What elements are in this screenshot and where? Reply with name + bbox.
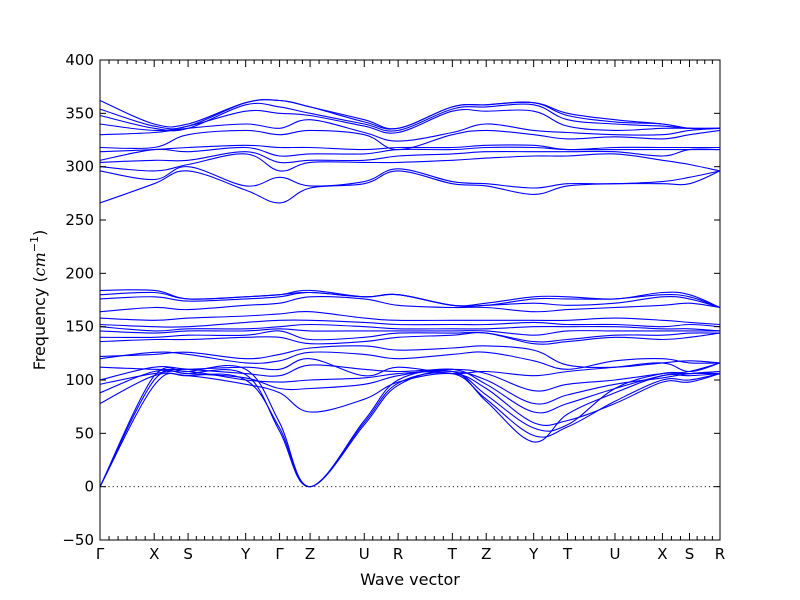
y-axis-label: Frequency (cm−1)	[28, 230, 49, 371]
phonon-band-line	[99, 345, 721, 369]
x-tick-label: R	[393, 545, 403, 563]
phonon-band-line	[99, 148, 721, 164]
x-tick-label: R	[715, 545, 725, 563]
y-tick-label: −50	[62, 531, 94, 549]
y-tick-label: 150	[65, 318, 94, 336]
y-axis-ticks: −50 0 50 100 150 200 250 300 350 400	[62, 51, 720, 549]
phonon-band-line	[99, 328, 720, 336]
y-tick-label: 200	[65, 264, 94, 282]
y-axis-label-unit: cm	[30, 252, 49, 276]
x-tick-label: Z	[481, 545, 491, 563]
phonon-band-line	[99, 332, 721, 345]
y-tick-label: 300	[65, 158, 94, 176]
phonon-band-line	[99, 146, 720, 161]
phonon-band-line	[99, 153, 721, 172]
y-tick-label: 350	[65, 104, 94, 122]
phonon-band-line	[99, 372, 721, 426]
axes-frame	[99, 59, 721, 541]
x-tick-label: T	[562, 545, 573, 563]
phonon-band-line	[99, 289, 721, 309]
x-tick-label: S	[685, 545, 695, 563]
x-tick-label: Γ	[96, 545, 105, 563]
phonon-band-line	[99, 319, 721, 328]
x-axis-label: Wave vector	[360, 570, 460, 589]
phonon-band-line	[99, 144, 720, 153]
y-tick-label: 400	[65, 51, 94, 69]
phonon-band-line	[99, 351, 721, 370]
x-tick-label: Y	[240, 545, 251, 563]
phonon-band-line	[99, 296, 721, 313]
x-tick-label: X	[657, 545, 667, 563]
x-tick-label: Γ	[275, 545, 284, 563]
phonon-band-line	[99, 102, 721, 132]
x-tick-label: Z	[305, 545, 315, 563]
phonon-band-line	[99, 370, 721, 405]
x-tick-label: T	[447, 545, 458, 563]
x-tick-label: Y	[528, 545, 539, 563]
y-axis-label-text: Frequency (	[30, 276, 49, 370]
phonon-band-line	[99, 129, 721, 151]
phonon-band-line	[99, 166, 721, 189]
x-tick-label: U	[609, 545, 620, 563]
y-tick-label: 250	[65, 211, 94, 229]
y-axis-label-exponent: −1	[28, 236, 41, 252]
x-tick-label: S	[183, 545, 193, 563]
x-tick-label: X	[149, 545, 159, 563]
y-axis-label-close: )	[30, 230, 49, 236]
phonon-band-line	[99, 323, 721, 332]
phonon-band-line	[99, 358, 721, 377]
phonon-band-line	[99, 108, 720, 134]
y-tick-label: 0	[84, 478, 94, 496]
phonon-band-line	[99, 170, 721, 204]
phonon-band-line	[99, 330, 721, 343]
y-tick-label: 50	[75, 424, 94, 442]
x-minor-ticks	[108, 60, 713, 540]
phonon-bands	[99, 99, 721, 488]
y-tick-label: 100	[65, 371, 94, 389]
phonon-band-line	[99, 311, 721, 326]
x-tick-label: U	[359, 545, 370, 563]
phonon-band-line	[99, 119, 721, 142]
phonon-band-line	[99, 99, 721, 130]
